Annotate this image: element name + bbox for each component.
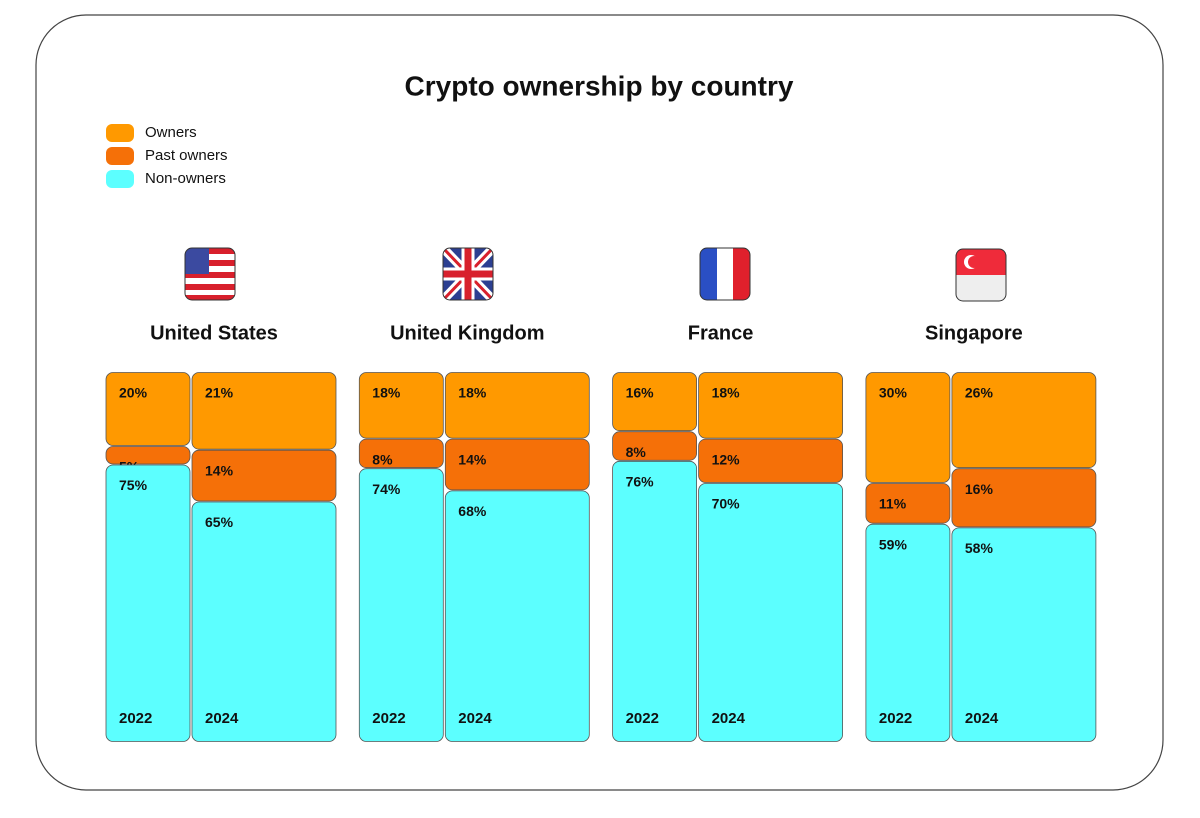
flag-fr [699, 247, 751, 301]
value-label: 30% [879, 385, 908, 401]
bar-segment [105, 446, 191, 465]
x-tick-label: 2022 [372, 710, 405, 727]
x-tick-label: 2024 [205, 710, 239, 727]
bar-segment [698, 438, 843, 483]
value-label: 70% [712, 496, 741, 512]
bar-segment [698, 483, 843, 742]
bar-segment [105, 372, 191, 446]
bar-segment [612, 431, 697, 461]
bar-segment [951, 372, 1097, 469]
bar-segment [358, 372, 444, 439]
x-tick-label: 2024 [965, 710, 999, 727]
country-title: France [688, 322, 754, 344]
value-label: 74% [372, 481, 401, 497]
bar-segment [358, 438, 444, 469]
bar-segment [698, 372, 843, 439]
legend-swatch [106, 147, 134, 165]
value-label: 26% [965, 385, 994, 401]
value-label: 59% [879, 536, 908, 552]
legend-label: Past owners [145, 147, 228, 164]
legend-label: Owners [145, 124, 197, 141]
bar-segment [358, 468, 444, 742]
x-tick-label: 2022 [119, 710, 152, 727]
value-label: 14% [458, 451, 487, 467]
bar-segment [191, 501, 337, 742]
x-tick-label: 2024 [458, 710, 492, 727]
value-label: 21% [205, 385, 234, 401]
value-label: 12% [712, 451, 741, 467]
x-tick-label: 2022 [879, 710, 912, 727]
bar-segment [951, 527, 1097, 742]
bar-segment [865, 372, 951, 483]
bar-segment [612, 460, 697, 742]
value-label: 8% [626, 444, 647, 460]
country-title: United States [150, 322, 278, 344]
bar-segment [865, 523, 951, 742]
legend-swatch [106, 124, 134, 142]
bar-segment [444, 490, 590, 742]
legend-swatch [106, 170, 134, 188]
bar-segment [444, 372, 590, 439]
x-tick-label: 2024 [712, 710, 746, 727]
value-label: 16% [965, 481, 994, 497]
bar-segment [612, 372, 697, 432]
value-label: 65% [205, 514, 234, 530]
country-title: United Kingdom [390, 322, 544, 344]
value-label: 14% [205, 462, 234, 478]
legend-label: Non-owners [145, 170, 226, 187]
value-label: 18% [712, 385, 741, 401]
bar-segment [191, 449, 337, 502]
value-label: 16% [626, 385, 655, 401]
value-label: 18% [372, 385, 401, 401]
value-label: 68% [458, 503, 487, 519]
value-label: 58% [965, 540, 994, 556]
flag-sg [955, 248, 1007, 302]
value-label: 18% [458, 385, 487, 401]
flag-uk [442, 247, 494, 301]
value-label: 8% [372, 451, 393, 467]
bar-segment [105, 464, 191, 742]
value-label: 75% [119, 477, 148, 493]
chart-title: Crypto ownership by country [405, 70, 794, 101]
bar-segment [191, 372, 337, 450]
value-label: 11% [879, 496, 907, 512]
country-title: Singapore [925, 322, 1023, 344]
value-label: 20% [119, 385, 148, 401]
value-label: 76% [626, 474, 655, 490]
bar-segment [865, 483, 951, 524]
bar-segment [444, 438, 590, 491]
x-tick-label: 2022 [626, 710, 659, 727]
bar-segment [951, 468, 1097, 528]
flag-us [184, 247, 236, 301]
